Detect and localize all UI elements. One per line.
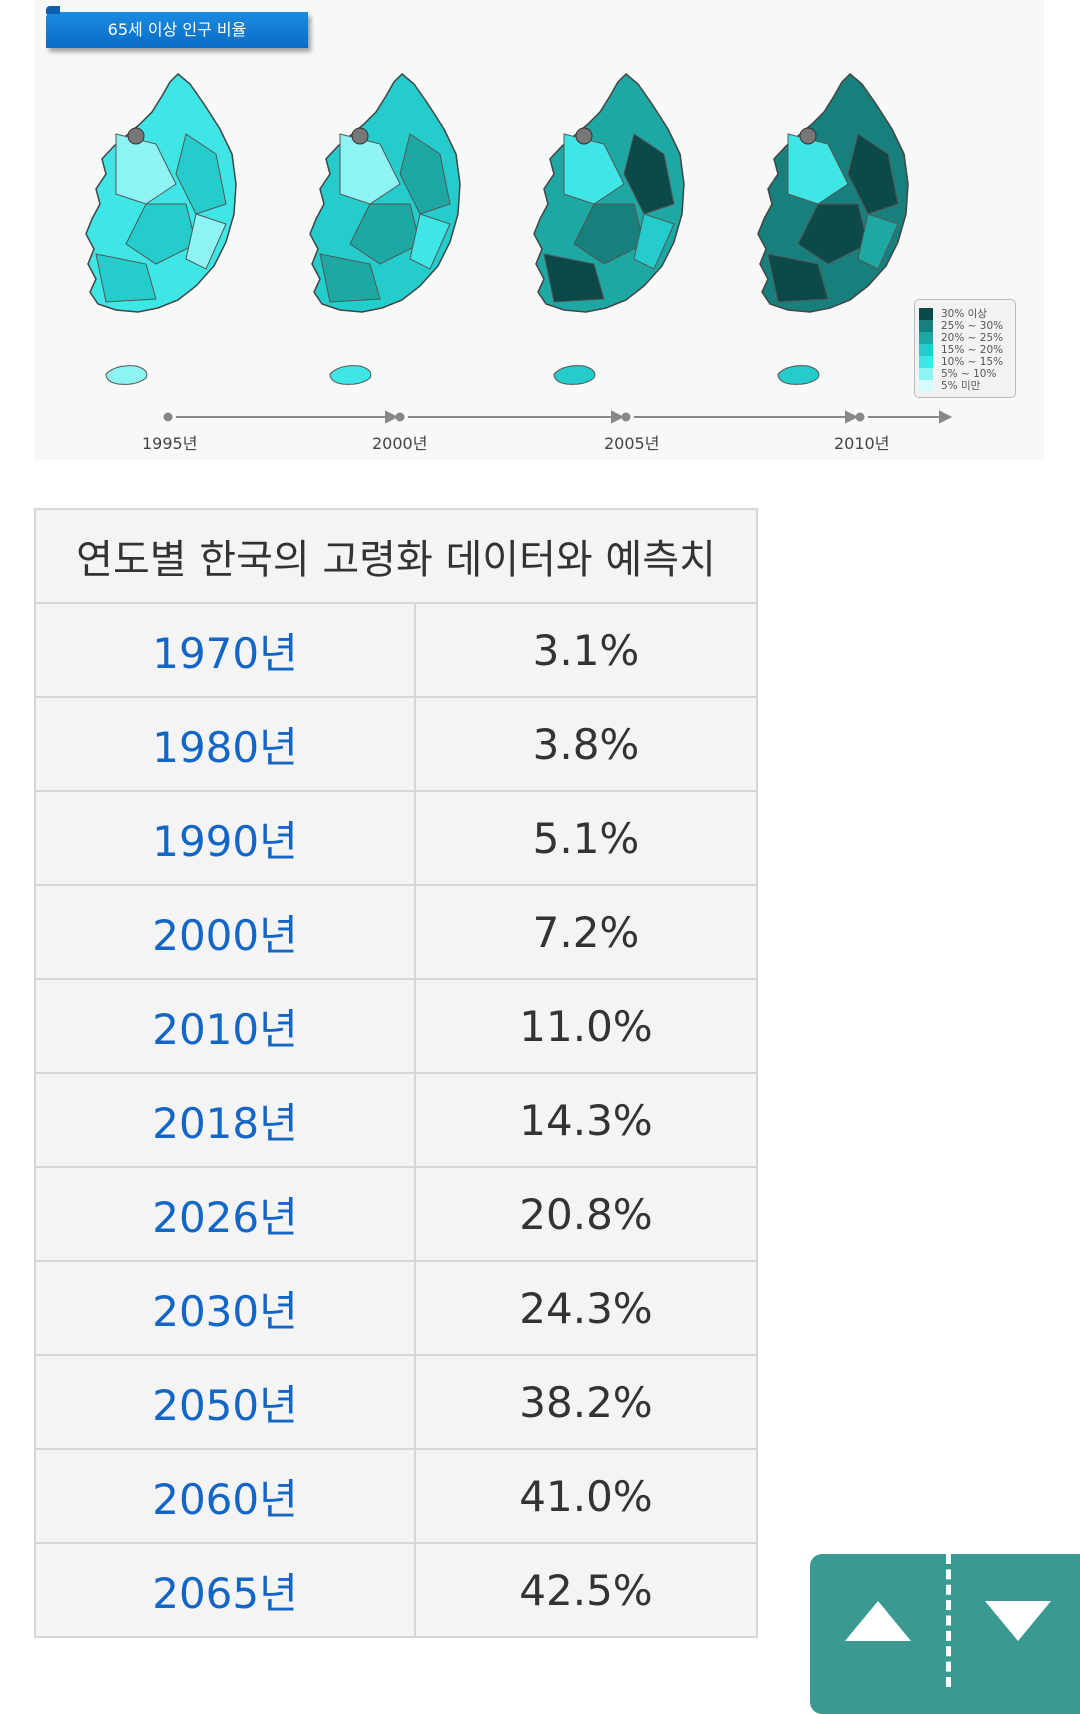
value-cell: 11.0%: [414, 978, 758, 1074]
figure-title: 65세 이상 인구 비율: [46, 6, 308, 48]
year-label-1995: 1995년: [142, 434, 198, 453]
year-label-2010: 2010년: [834, 434, 890, 453]
scroll-up-button[interactable]: [810, 1554, 945, 1687]
map-legend: 30% 이상 25% ~ 30% 20% ~ 25% 15% ~ 20% 10%…: [914, 299, 1016, 398]
value-cell: 7.2%: [414, 884, 758, 980]
table-row: 1970년 3.1%: [34, 602, 758, 698]
legend-item: 5% ~ 10%: [919, 368, 996, 380]
table-row: 2065년 42.5%: [34, 1542, 758, 1638]
value-cell: 38.2%: [414, 1354, 758, 1450]
value-cell: 3.8%: [414, 696, 758, 792]
table-row: 2000년 7.2%: [34, 884, 758, 980]
table-row: 2026년 20.8%: [34, 1166, 758, 1262]
map-2005: [533, 73, 685, 385]
value-cell: 5.1%: [414, 790, 758, 886]
table-row: 2030년 24.3%: [34, 1260, 758, 1356]
scroll-divider: [946, 1554, 951, 1687]
legend-item: 25% ~ 30%: [919, 320, 1003, 332]
scroll-down-button[interactable]: [950, 1554, 1080, 1687]
value-cell: 14.3%: [414, 1072, 758, 1168]
value-cell: 42.5%: [414, 1542, 758, 1638]
table-header-row: 연도별 한국의 고령화 데이터와 예측치: [34, 508, 758, 604]
triangle-up-icon: [844, 1600, 911, 1641]
value-cell: 41.0%: [414, 1448, 758, 1544]
legend-item: 30% 이상: [919, 308, 987, 320]
year-cell: 1980년: [34, 696, 416, 792]
legend-item: 15% ~ 20%: [919, 344, 1003, 356]
year-label-2005: 2005년: [604, 434, 660, 453]
value-cell: 3.1%: [414, 602, 758, 698]
timeline: [163, 410, 953, 424]
korea-maps: [85, 73, 953, 424]
year-cell: 2065년: [34, 1542, 416, 1638]
aging-map-figure: 65세 이상 인구 비율 1995년 2000년 2005년 2010년 30%…: [34, 0, 1044, 460]
year-cell: 1990년: [34, 790, 416, 886]
year-cell: 2018년: [34, 1072, 416, 1168]
year-cell: 2000년: [34, 884, 416, 980]
aging-data-table: 연도별 한국의 고령화 데이터와 예측치 1970년 3.1% 1980년 3.…: [34, 508, 758, 1638]
legend-item: 10% ~ 15%: [919, 356, 1003, 368]
table-row: 2018년 14.3%: [34, 1072, 758, 1168]
scroll-buttons: [810, 1554, 1080, 1714]
map-1995: [85, 73, 237, 385]
map-2010: [757, 73, 909, 385]
value-cell: 20.8%: [414, 1166, 758, 1262]
table-row: 1980년 3.8%: [34, 696, 758, 792]
year-label-2000: 2000년: [372, 434, 428, 453]
table-row: 1990년 5.1%: [34, 790, 758, 886]
year-cell: 2060년: [34, 1448, 416, 1544]
year-cell: 2050년: [34, 1354, 416, 1450]
year-cell: 1970년: [34, 602, 416, 698]
year-cell: 2030년: [34, 1260, 416, 1356]
table-row: 2060년 41.0%: [34, 1448, 758, 1544]
map-2000: [309, 73, 461, 385]
year-cell: 2010년: [34, 978, 416, 1074]
table-row: 2050년 38.2%: [34, 1354, 758, 1450]
legend-item: 5% 미만: [919, 380, 980, 392]
year-cell: 2026년: [34, 1166, 416, 1262]
triangle-down-icon: [984, 1600, 1051, 1641]
table-title: 연도별 한국의 고령화 데이터와 예측치: [34, 508, 758, 604]
value-cell: 24.3%: [414, 1260, 758, 1356]
legend-item: 20% ~ 25%: [919, 332, 1003, 344]
table-row: 2010년 11.0%: [34, 978, 758, 1074]
